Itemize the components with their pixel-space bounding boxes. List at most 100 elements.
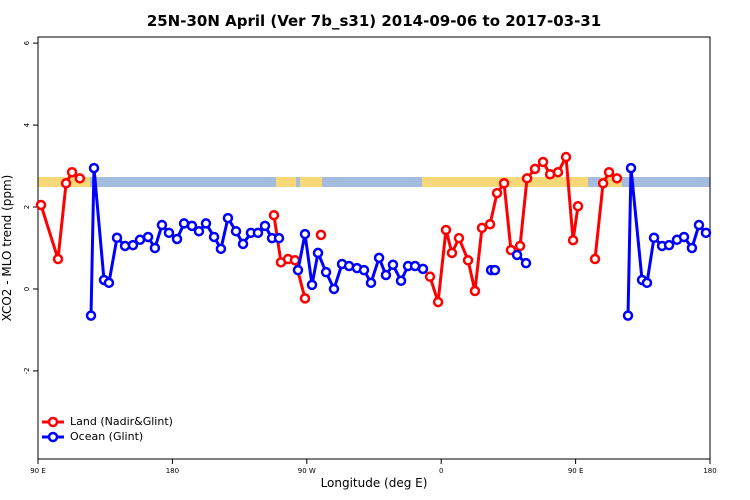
data-point bbox=[373, 252, 385, 264]
data-point bbox=[320, 266, 332, 278]
data-point bbox=[686, 242, 698, 254]
data-point bbox=[149, 242, 161, 254]
data-point bbox=[35, 199, 47, 211]
y-tick-label: 2 bbox=[23, 205, 31, 209]
data-point bbox=[268, 209, 280, 221]
data-point bbox=[200, 218, 212, 229]
strip-ocean bbox=[38, 177, 710, 187]
data-point bbox=[572, 200, 584, 212]
data-point bbox=[52, 253, 64, 265]
data-point bbox=[380, 269, 392, 281]
data-point bbox=[387, 259, 399, 271]
y-tick-label: 0 bbox=[23, 287, 31, 291]
data-point bbox=[597, 178, 609, 189]
data-point bbox=[603, 166, 615, 178]
data-point bbox=[142, 231, 154, 243]
data-point bbox=[60, 178, 72, 189]
data-point bbox=[625, 162, 637, 174]
data-point bbox=[648, 232, 660, 244]
plot-frame bbox=[37, 36, 711, 460]
data-point bbox=[529, 163, 541, 175]
data-point bbox=[230, 225, 242, 237]
data-point bbox=[85, 310, 97, 321]
data-point bbox=[440, 224, 452, 236]
data-point bbox=[589, 253, 601, 265]
y-tick-label: 4 bbox=[23, 122, 31, 127]
data-point bbox=[365, 277, 377, 289]
x-tick-label: 0 bbox=[439, 467, 443, 475]
data-point bbox=[469, 285, 481, 297]
data-point bbox=[476, 222, 488, 234]
data-point bbox=[611, 173, 623, 184]
data-point bbox=[520, 257, 532, 269]
data-point bbox=[289, 255, 301, 266]
data-point bbox=[215, 243, 227, 255]
x-tick-label: 90 E bbox=[30, 467, 46, 475]
data-point bbox=[312, 247, 324, 259]
data-point bbox=[417, 263, 429, 275]
data-point bbox=[446, 247, 458, 259]
data-point bbox=[453, 232, 465, 244]
data-point bbox=[163, 227, 175, 239]
data-point bbox=[134, 234, 146, 246]
data-point bbox=[537, 156, 549, 168]
data-point bbox=[66, 166, 78, 178]
data-point bbox=[193, 225, 205, 237]
data-point bbox=[700, 227, 712, 239]
data-point bbox=[693, 219, 705, 231]
data-point bbox=[306, 279, 318, 291]
data-point bbox=[74, 173, 86, 184]
data-point bbox=[273, 232, 285, 244]
data-point bbox=[208, 231, 220, 243]
chart-title: 25N-30N April (Ver 7b_s31) 2014-09-06 to… bbox=[147, 12, 601, 30]
x-tick-label: 180 bbox=[703, 467, 716, 475]
data-point bbox=[432, 296, 444, 308]
data-point bbox=[462, 255, 474, 266]
data-point bbox=[237, 238, 249, 250]
y-axis-label: XCO2 - MLO trend (ppm) bbox=[0, 175, 14, 322]
data-point bbox=[395, 275, 407, 287]
strip-land bbox=[600, 177, 622, 187]
map-strip bbox=[38, 177, 710, 187]
data-point bbox=[552, 166, 564, 178]
data-point bbox=[299, 228, 311, 240]
y-tick-label: -2 bbox=[23, 367, 31, 374]
data-point bbox=[292, 264, 304, 276]
data-point bbox=[358, 264, 370, 276]
legend-marker bbox=[47, 431, 59, 443]
x-axis-label: Longitude (deg E) bbox=[321, 476, 428, 490]
data-point bbox=[299, 293, 311, 304]
data-point bbox=[511, 249, 523, 261]
data-point bbox=[521, 173, 533, 184]
y-tick-label: 6 bbox=[23, 40, 31, 45]
strip-land bbox=[276, 177, 296, 187]
data-point bbox=[156, 219, 168, 231]
data-point bbox=[489, 264, 501, 276]
data-point bbox=[111, 232, 123, 244]
data-point bbox=[622, 310, 634, 321]
data-point bbox=[567, 234, 579, 246]
data-point bbox=[222, 212, 234, 224]
data-point bbox=[498, 178, 510, 189]
data-point bbox=[641, 277, 653, 289]
data-point bbox=[514, 240, 526, 252]
data-point bbox=[491, 187, 503, 199]
series-line bbox=[89, 167, 708, 316]
legend-label: Ocean (Glint) bbox=[70, 430, 143, 443]
legend-marker bbox=[47, 416, 59, 428]
data-point bbox=[678, 231, 690, 243]
x-tick-label: 90 W bbox=[298, 467, 316, 475]
data-point bbox=[560, 151, 572, 163]
data-point bbox=[252, 227, 264, 239]
data-point bbox=[259, 220, 271, 232]
x-tick-label: 180 bbox=[166, 467, 179, 475]
data-point bbox=[315, 229, 327, 241]
data-point bbox=[127, 239, 139, 251]
data-point bbox=[88, 162, 100, 174]
legend-label: Land (Nadir&Glint) bbox=[70, 415, 173, 428]
strip-land bbox=[300, 177, 322, 187]
data-point bbox=[484, 218, 496, 230]
data-point bbox=[186, 220, 198, 232]
